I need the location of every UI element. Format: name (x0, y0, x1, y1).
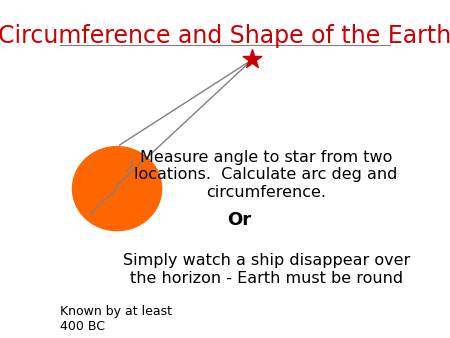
Circle shape (72, 147, 162, 231)
Point (249, 57, 256, 62)
Text: Known by at least
400 BC: Known by at least 400 BC (60, 305, 172, 333)
Text: Simply watch a ship disappear over
the horizon - Earth must be round: Simply watch a ship disappear over the h… (122, 253, 410, 286)
Text: Or: Or (227, 211, 251, 229)
Text: Circumference and Shape of the Earth: Circumference and Shape of the Earth (0, 24, 450, 48)
Text: Measure angle to star from two
locations.  Calculate arc deg and
circumference.: Measure angle to star from two locations… (135, 150, 398, 200)
